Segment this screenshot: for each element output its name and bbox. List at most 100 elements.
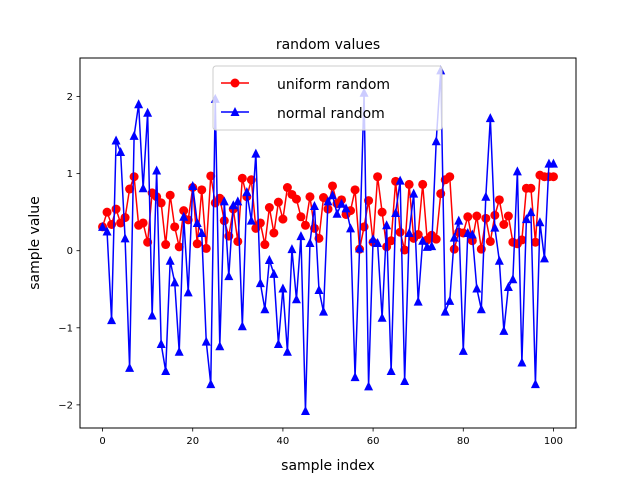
- data-point-normal: [242, 187, 252, 197]
- data-point-normal: [179, 211, 189, 221]
- data-point-normal: [318, 306, 328, 316]
- data-point-normal: [219, 196, 229, 206]
- data-point-uniform: [237, 173, 247, 183]
- data-point-normal: [300, 406, 310, 416]
- data-point-normal: [282, 346, 292, 356]
- data-point-uniform: [201, 243, 211, 253]
- data-point-normal: [517, 357, 527, 367]
- data-point-uniform: [161, 240, 171, 250]
- legend-label-uniform: uniform random: [277, 77, 390, 93]
- data-point-normal: [341, 203, 351, 213]
- data-point-uniform: [296, 212, 306, 222]
- data-point-normal: [224, 271, 234, 281]
- data-point-uniform: [174, 242, 184, 252]
- data-point-normal: [454, 215, 464, 225]
- data-point-normal: [309, 201, 319, 210]
- data-point-uniform: [431, 234, 441, 244]
- data-point-normal: [251, 148, 261, 158]
- data-point-normal: [332, 208, 342, 218]
- data-point-uniform: [156, 198, 166, 208]
- data-point-normal: [264, 254, 274, 264]
- data-point-normal: [485, 113, 495, 123]
- data-point-normal: [499, 325, 509, 335]
- data-point-normal: [197, 227, 207, 237]
- data-point-normal: [120, 233, 130, 243]
- data-point-normal: [183, 287, 193, 297]
- data-point-uniform: [282, 183, 292, 192]
- data-point-normal: [138, 183, 148, 193]
- data-point-uniform: [102, 207, 112, 217]
- data-point-normal: [535, 217, 545, 227]
- data-point-normal: [107, 315, 117, 325]
- data-point-normal: [206, 379, 216, 389]
- data-point-uniform: [260, 240, 270, 250]
- data-point-uniform: [377, 207, 387, 217]
- data-point-normal: [233, 196, 243, 206]
- data-point-uniform: [526, 183, 536, 193]
- data-point-normal: [125, 362, 135, 372]
- data-point-normal: [490, 222, 500, 232]
- data-point-normal: [449, 232, 459, 242]
- x-tick-label: 20: [186, 436, 199, 447]
- data-point-uniform: [170, 222, 180, 232]
- chart-title: random values: [276, 37, 380, 53]
- data-point-normal: [165, 255, 175, 265]
- y-axis-ticks: −2 −1 0 1 2: [58, 92, 80, 411]
- data-point-normal: [391, 207, 401, 217]
- data-point-normal: [373, 238, 383, 247]
- data-point-normal: [521, 214, 531, 224]
- data-point-normal: [355, 243, 365, 253]
- data-point-normal: [539, 253, 549, 263]
- data-point-uniform: [264, 203, 274, 213]
- data-point-normal: [350, 372, 360, 382]
- legend-label-normal: normal random: [277, 106, 385, 122]
- data-point-normal: [476, 304, 486, 314]
- data-point-normal: [215, 341, 225, 351]
- data-point-normal: [170, 277, 180, 287]
- data-point-uniform: [291, 194, 301, 204]
- legend: uniform random normal random: [212, 65, 443, 131]
- data-point-normal: [278, 283, 288, 293]
- data-point-uniform: [125, 184, 135, 194]
- data-point-normal: [102, 226, 112, 236]
- data-point-uniform: [449, 244, 459, 254]
- x-tick-label: 0: [99, 436, 105, 447]
- data-point-normal: [494, 255, 504, 265]
- data-point-uniform: [318, 193, 328, 203]
- data-point-uniform: [233, 236, 243, 246]
- y-tick-label: 0: [67, 246, 73, 257]
- data-point-uniform: [120, 213, 130, 223]
- data-point-normal: [323, 196, 333, 206]
- x-tick-label: 60: [367, 436, 380, 447]
- data-point-uniform: [192, 239, 202, 249]
- data-point-uniform: [197, 185, 207, 195]
- y-tick-label: −2: [58, 400, 73, 411]
- data-point-uniform: [278, 214, 288, 224]
- data-point-uniform: [206, 171, 216, 181]
- data-point-uniform: [129, 172, 139, 182]
- legend-marker-normal: [230, 107, 240, 116]
- data-point-uniform: [395, 227, 405, 237]
- data-point-normal: [246, 215, 256, 225]
- data-point-uniform: [350, 185, 360, 195]
- data-point-normal: [427, 241, 437, 251]
- series-layer: [98, 65, 558, 416]
- data-point-normal: [404, 227, 414, 237]
- x-axis-label: sample index: [281, 458, 375, 474]
- data-point-uniform: [499, 220, 509, 229]
- data-point-uniform: [373, 172, 383, 182]
- data-point-normal: [201, 336, 211, 346]
- data-point-normal: [382, 220, 392, 230]
- data-point-normal: [237, 321, 247, 331]
- data-point-normal: [409, 188, 419, 198]
- data-point-uniform: [305, 192, 315, 202]
- data-point-uniform: [404, 179, 414, 189]
- data-point-normal: [526, 207, 536, 217]
- data-point-normal: [377, 312, 387, 322]
- data-point-normal: [273, 338, 283, 348]
- data-point-uniform: [328, 181, 338, 191]
- data-point-normal: [111, 135, 121, 145]
- data-point-uniform: [548, 172, 558, 182]
- data-point-normal: [346, 223, 356, 233]
